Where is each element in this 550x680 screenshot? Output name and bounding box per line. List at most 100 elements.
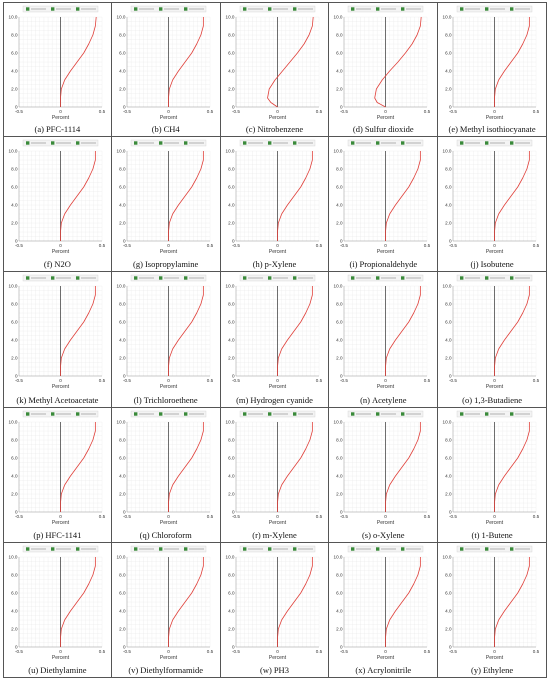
panel-caption: (w) PH3	[221, 665, 329, 675]
y-tick-label: 10.0	[116, 15, 125, 20]
panel-title: Methyl isothiocyanate	[459, 124, 536, 135]
x-tick-label: -0.5	[232, 109, 240, 114]
panel: 0 2.0 4.0 6.0 8.0 10.0 -0.5 0 0.5 Percent (m) Hydro…	[220, 272, 330, 408]
legend-entry-text	[163, 8, 179, 10]
legend-swatch	[183, 547, 188, 551]
y-tick-label: 6.0	[445, 320, 452, 325]
x-axis-label: Percent	[160, 115, 178, 121]
x-tick-label: -0.5	[340, 514, 348, 519]
panel-letter: (l)	[133, 394, 142, 405]
legend-swatch	[133, 7, 138, 11]
panel-caption: (l) Trichloroethene	[112, 395, 220, 405]
x-axis-label: Percent	[268, 384, 286, 390]
x-axis-label: Percent	[377, 520, 395, 526]
legend-swatch	[267, 411, 271, 416]
legend-entry-text	[297, 548, 313, 550]
y-tick-label: 4.0	[228, 338, 235, 343]
y-tick-label: 10.0	[443, 149, 452, 154]
y-tick-label: 2.0	[445, 87, 452, 92]
y-tick-label: 6.0	[228, 455, 235, 460]
panel-caption: (n) Acetylene	[329, 395, 437, 405]
legend-entry-text	[31, 412, 46, 415]
y-tick-label: 0	[449, 105, 452, 110]
x-tick-label: -0.5	[449, 109, 457, 114]
y-tick-label: 10.0	[116, 149, 125, 154]
legend-entry-text	[465, 277, 481, 279]
legend-entry-text	[381, 277, 397, 279]
x-axis-label: Percent	[160, 520, 178, 526]
panel-caption: (p) HFC-1141	[4, 530, 111, 540]
legend-entry-text	[272, 8, 288, 10]
y-tick-label: 10.0	[225, 554, 234, 559]
legend-entry-text	[138, 412, 154, 415]
x-axis-label: Percent	[377, 384, 395, 390]
series-line	[276, 421, 313, 512]
panel-caption: (e) Methyl isothiocyanate	[438, 124, 546, 134]
legend-entry-text	[465, 548, 481, 550]
y-tick-label: 10.0	[225, 149, 234, 154]
legend-swatch	[401, 141, 405, 145]
panel-letter: (i)	[349, 259, 358, 270]
legend-entry-text	[356, 142, 372, 144]
y-tick-label: 2.0	[337, 356, 344, 361]
series-line	[276, 151, 313, 242]
panel-letter: (s)	[361, 529, 371, 540]
y-tick-label: 6.0	[445, 185, 452, 190]
legend-swatch	[51, 141, 55, 145]
panel-title: Propionaldehyde	[359, 259, 418, 270]
legend-swatch	[401, 276, 405, 281]
panel-caption: (u) Diethylamine	[4, 665, 111, 675]
x-axis-label: Percent	[52, 115, 70, 121]
y-tick-label: 4.0	[337, 473, 344, 478]
legend-swatch	[376, 547, 380, 551]
panel-caption: (g) Isopropylamine	[112, 259, 220, 269]
y-tick-label: 0	[123, 509, 126, 514]
x-tick-label: 0.5	[99, 649, 106, 654]
x-tick-label: 0.5	[424, 243, 431, 248]
panel-caption: (q) Chloroform	[112, 530, 220, 540]
x-tick-label: -0.5	[232, 514, 240, 519]
x-tick-label: 0	[167, 243, 170, 248]
y-tick-label: 2.0	[119, 221, 126, 226]
legend-entry-text	[188, 8, 204, 10]
y-tick-label: 4.0	[11, 473, 18, 478]
x-tick-label: -0.5	[340, 109, 348, 114]
panel-title: PH3	[273, 664, 289, 675]
panel-letter: (a)	[34, 124, 44, 135]
x-tick-label: 0.5	[533, 243, 540, 248]
y-tick-label: 8.0	[445, 33, 452, 38]
legend-swatch	[133, 141, 138, 145]
y-tick-label: 0	[340, 105, 343, 110]
legend-swatch	[183, 411, 188, 416]
x-tick-label: 0.5	[207, 109, 214, 114]
y-tick-label: 0	[449, 374, 452, 379]
x-axis-label: Percent	[268, 249, 286, 255]
x-tick-label: 0	[385, 514, 388, 519]
legend	[130, 139, 206, 147]
legend-swatch	[242, 276, 246, 281]
legend-swatch	[485, 547, 489, 551]
legend-entry-text	[356, 277, 372, 279]
x-tick-label: 0	[493, 243, 496, 248]
legend-entry-text	[138, 8, 154, 10]
y-tick-label: 6.0	[228, 320, 235, 325]
legend-entry-text	[188, 142, 204, 144]
legend	[22, 545, 99, 552]
legend-entry-text	[272, 412, 288, 415]
y-tick-label: 8.0	[11, 572, 18, 577]
y-tick-label: 6.0	[337, 590, 344, 595]
legend-swatch	[51, 276, 55, 281]
x-axis-label: Percent	[160, 249, 178, 255]
panel-letter: (g)	[133, 259, 143, 270]
y-tick-label: 10.0	[334, 419, 343, 424]
legend-swatch	[292, 276, 296, 281]
legend-swatch	[351, 141, 355, 145]
y-tick-label: 10.0	[334, 554, 343, 559]
legend-swatch	[292, 7, 296, 11]
y-tick-label: 0	[340, 239, 343, 244]
series-line	[60, 421, 96, 512]
